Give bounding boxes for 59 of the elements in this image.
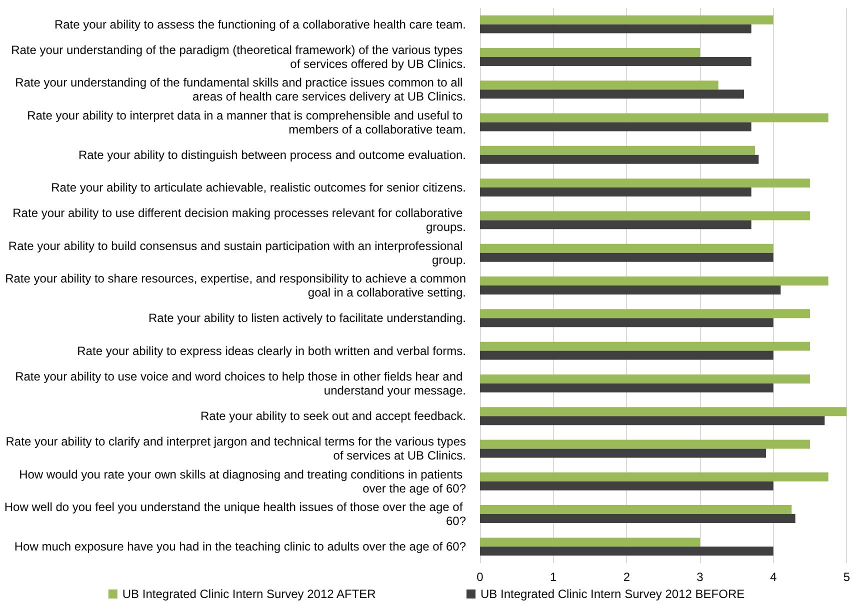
bar (480, 80, 718, 90)
bar (480, 122, 752, 132)
bar (480, 178, 810, 188)
y-tick-label: Rate your ability to use different decision making processes relevant for collaborative groups. (12, 206, 466, 234)
y-tick-label: Rate your ability to interpret data in a manner that is comprehensible and useful to members of a collaborative team. (27, 108, 466, 136)
bar (480, 154, 759, 164)
y-tick-label: Rate your ability to assess the functioning of a collaborative health care team. (54, 17, 466, 32)
x-tick-label: 2 (623, 570, 630, 584)
y-tick-label: Rate your ability to clarify and interpret jargon and technical terms for the various types of services at UB Clinics. (6, 434, 466, 463)
bar (480, 505, 792, 514)
y-tick-label: Rate your understanding of the fundamental skills and practice issues common to all areas of health care services delivery at UB Clinics. (15, 76, 466, 104)
bar (480, 546, 774, 556)
legend-label: UB Integrated Clinic Intern Survey 2012 BEFORE (480, 587, 745, 601)
y-tick-label: Rate your ability to share resources, expertise, and responsibility to achieve a common goal in a collaborative setting. (5, 272, 466, 300)
bar (480, 342, 810, 351)
bar (480, 188, 752, 197)
y-tick-label: Rate your ability to express ideas clearly in both written and verbal forms. (77, 344, 466, 358)
bar (480, 56, 752, 66)
bar (480, 220, 752, 230)
y-tick-label: Rate your ability to build consensus and sustain participation with an interprofessional group. (8, 238, 466, 267)
bar (480, 350, 774, 360)
y-tick-label: Rate your ability to use voice and word choices to help those in other fields hear and understand your message. (15, 369, 466, 398)
x-tick-label: 4 (770, 570, 777, 584)
bar (480, 252, 774, 262)
bar (480, 514, 796, 524)
legend-label: UB Integrated Clinic Intern Survey 2012 AFTER (122, 587, 376, 601)
y-tick-label: How would you rate your own skills at diagnosing and treating conditions in patients over the age of 60? (19, 467, 466, 496)
bar (480, 481, 774, 490)
bar (480, 211, 810, 220)
bar (480, 113, 828, 122)
bar (480, 276, 828, 286)
y-tick-label: Rate your ability to articulate achievable, realistic outcomes for senior citizens. (51, 180, 466, 195)
bar (480, 24, 752, 34)
bar (480, 407, 847, 416)
bar (480, 448, 766, 458)
bar (480, 383, 774, 392)
y-tick-label: How well do you feel you understand the unique health issues of those over the age of 60? (4, 500, 466, 528)
x-tick-label: 3 (696, 570, 704, 584)
bar (480, 472, 828, 482)
y-tick-label: Rate your understanding of the paradigm (theoretical framework) of the various types of services offered by UB Clinics. (11, 42, 466, 71)
bar (480, 244, 774, 253)
bar (480, 286, 781, 294)
bar (480, 374, 810, 384)
bar (480, 309, 810, 318)
y-tick-label: Rate your ability to distinguish between process and outcome evaluation. (78, 148, 466, 162)
bar (480, 440, 810, 449)
bar (480, 318, 774, 328)
bar (480, 15, 774, 24)
y-tick-label: Rate your ability to seek out and accept feedback. (200, 409, 466, 424)
x-tick-label: 5 (843, 570, 850, 584)
bar (480, 538, 700, 547)
bar (480, 416, 825, 426)
x-tick-label: 1 (550, 570, 557, 584)
bar (480, 48, 700, 57)
bar (480, 90, 744, 99)
x-tick-label: 0 (476, 570, 484, 584)
y-tick-label: How much exposure have you had in the teaching clinic to adults over the age of 60? (14, 540, 466, 554)
y-tick-label: Rate your ability to listen actively to facilitate understanding. (148, 311, 466, 326)
bar (480, 146, 755, 155)
